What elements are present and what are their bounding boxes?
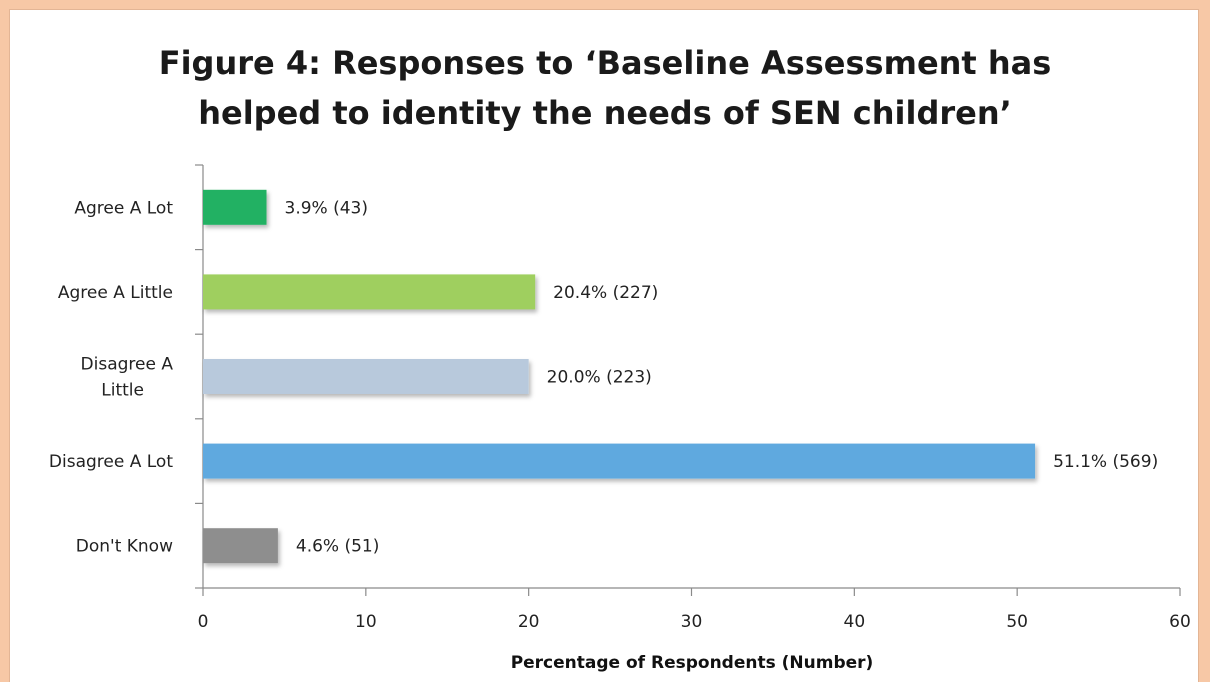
category-label: Disagree A Little	[81, 355, 174, 401]
x-tick-label: 50	[1006, 612, 1028, 632]
category-label: Agree A Lot	[74, 198, 173, 218]
x-tick-label: 0	[198, 612, 209, 632]
bar	[203, 443, 1036, 479]
data-label: 51.1% (569)	[1053, 452, 1158, 472]
bar	[203, 359, 529, 394]
chart-frame	[9, 9, 1199, 682]
x-tick-label: 10	[355, 612, 377, 632]
category-label: Disagree A Lot	[49, 452, 173, 472]
category-label: Agree A Little	[58, 283, 173, 303]
x-tick-label: 40	[844, 612, 866, 632]
bar	[203, 189, 267, 225]
x-tick-label: 60	[1169, 612, 1191, 632]
data-label: 20.4% (227)	[553, 283, 658, 303]
category-label: Don't Know	[76, 537, 173, 557]
bar	[203, 274, 536, 310]
data-label: 3.9% (43)	[285, 198, 369, 218]
x-axis-title: Percentage of Respondents (Number)	[511, 653, 874, 673]
chart-title: Figure 4: Responses to ‘Baseline Assessm…	[0, 38, 1210, 138]
data-label: 4.6% (51)	[296, 537, 380, 557]
bar	[203, 528, 278, 564]
chart-title-line-2: helped to identity the needs of SEN chil…	[198, 94, 1012, 132]
x-tick-label: 20	[518, 612, 540, 632]
x-tick-label: 30	[681, 612, 703, 632]
chart-title-line-1: Figure 4: Responses to ‘Baseline Assessm…	[158, 44, 1052, 82]
data-label: 20.0% (223)	[547, 368, 652, 388]
